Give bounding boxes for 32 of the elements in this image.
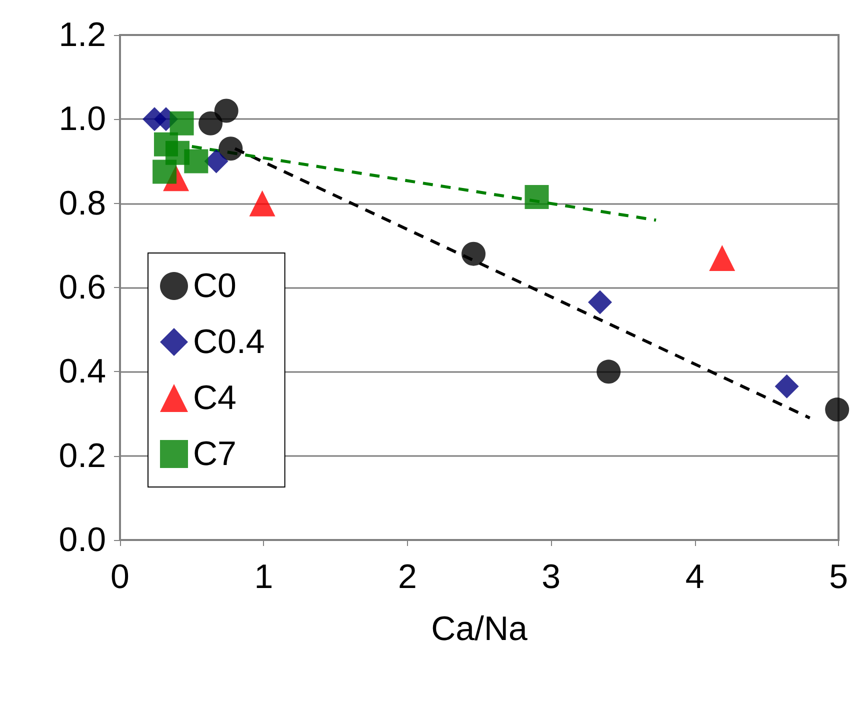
x-tick-label: 0 <box>110 558 130 596</box>
point <box>596 360 621 384</box>
point <box>218 136 243 161</box>
point <box>524 185 549 210</box>
legend-label: C4 <box>193 379 236 417</box>
x-tick-label: 3 <box>542 558 561 596</box>
point <box>154 132 178 156</box>
point <box>709 245 736 272</box>
legend-label: C7 <box>193 435 236 473</box>
y-tick-label: 0.4 <box>58 352 106 391</box>
y-tick-label: 0.6 <box>58 268 106 306</box>
point <box>214 98 238 123</box>
y-tick-label: 1.0 <box>58 100 106 138</box>
y-tick-label: 0.8 <box>58 184 106 222</box>
point <box>462 242 486 266</box>
point <box>170 111 194 136</box>
point <box>249 190 276 216</box>
x-tick-label: 2 <box>398 558 417 596</box>
legend-label: C0 <box>193 267 236 305</box>
y-tick-label: 0.2 <box>58 436 106 475</box>
legend-label: C0.4 <box>193 323 265 361</box>
point <box>774 374 799 398</box>
point <box>184 149 208 174</box>
x-tick-label: 1 <box>254 558 274 596</box>
y-tick-label: 1.2 <box>58 16 106 54</box>
x-axis-title: Ca/Na <box>431 610 528 648</box>
point <box>588 290 612 314</box>
point <box>198 111 223 136</box>
x-tick-label: 4 <box>685 558 704 596</box>
x-tick-label: 5 <box>829 558 848 596</box>
point <box>825 398 850 422</box>
y-tick-label: 0.0 <box>58 521 106 559</box>
